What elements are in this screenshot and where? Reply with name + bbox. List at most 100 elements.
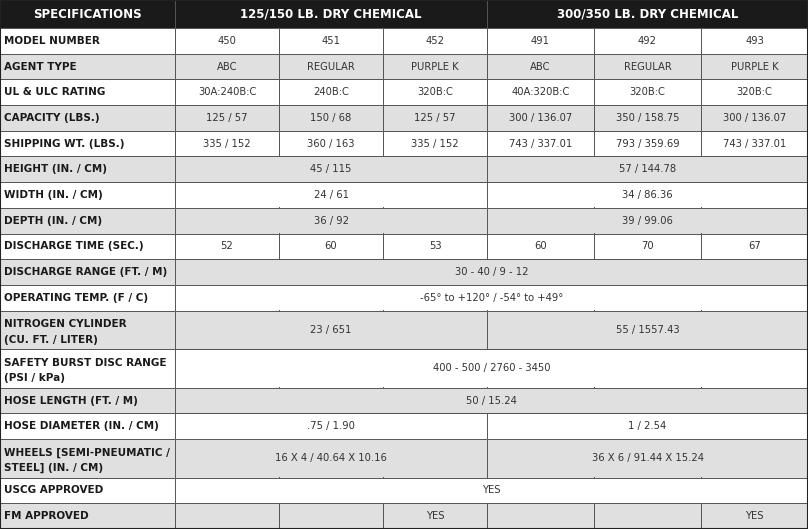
Bar	[487, 503, 594, 529]
Text: 50 / 15.24: 50 / 15.24	[466, 396, 517, 406]
Bar	[175, 208, 487, 233]
Bar	[175, 182, 279, 208]
Text: 493: 493	[745, 36, 764, 46]
Bar	[0, 182, 175, 208]
Bar	[487, 157, 808, 182]
Bar	[701, 285, 808, 311]
Bar	[594, 311, 701, 349]
Bar	[383, 503, 487, 529]
Text: 451: 451	[322, 36, 340, 46]
Bar	[175, 79, 279, 105]
Bar	[175, 285, 808, 311]
Bar	[279, 157, 383, 182]
Bar	[279, 233, 383, 259]
Text: 125/150 LB. DRY CHEMICAL: 125/150 LB. DRY CHEMICAL	[240, 7, 422, 21]
Text: YES: YES	[426, 511, 444, 521]
Bar	[487, 478, 594, 503]
Bar	[701, 157, 808, 182]
Text: 70: 70	[642, 241, 654, 251]
Bar	[279, 285, 383, 311]
Bar	[175, 259, 808, 285]
Text: ABC: ABC	[217, 61, 238, 71]
Bar	[594, 79, 701, 105]
Text: 60: 60	[534, 241, 547, 251]
Bar	[175, 311, 279, 349]
Bar	[594, 28, 701, 53]
Text: OPERATING TEMP. (F / C): OPERATING TEMP. (F / C)	[4, 293, 148, 303]
Text: 30 - 40 / 9 - 12: 30 - 40 / 9 - 12	[455, 267, 528, 277]
Bar	[175, 259, 279, 285]
Bar	[175, 478, 808, 503]
Bar	[487, 413, 594, 439]
Bar	[175, 260, 808, 285]
Text: USCG APPROVED: USCG APPROVED	[4, 486, 103, 496]
Bar	[175, 311, 487, 349]
Text: HOSE LENGTH (FT. / M): HOSE LENGTH (FT. / M)	[4, 396, 138, 406]
Bar	[383, 439, 487, 478]
Bar	[279, 439, 383, 478]
Text: (CU. FT. / LITER): (CU. FT. / LITER)	[4, 335, 98, 344]
Bar	[175, 503, 279, 529]
Bar	[175, 131, 279, 157]
Bar	[594, 413, 701, 439]
Text: NITROGEN CYLINDER: NITROGEN CYLINDER	[4, 320, 127, 330]
Bar	[594, 131, 701, 157]
Bar	[0, 349, 175, 388]
Bar	[175, 53, 279, 79]
Text: FM APPROVED: FM APPROVED	[4, 511, 89, 521]
Bar	[487, 53, 594, 79]
Bar	[701, 105, 808, 131]
Bar	[175, 157, 279, 182]
Text: PURPLE K: PURPLE K	[730, 61, 778, 71]
Bar	[383, 388, 487, 413]
Bar	[175, 208, 486, 233]
Bar	[701, 79, 808, 105]
Bar	[701, 208, 808, 233]
Bar	[175, 478, 808, 503]
Text: 60: 60	[325, 241, 337, 251]
Bar	[0, 233, 175, 259]
Bar	[0, 131, 175, 157]
Text: 300 / 136.07: 300 / 136.07	[509, 113, 572, 123]
Bar	[594, 53, 701, 79]
Bar	[701, 259, 808, 285]
Bar	[279, 478, 383, 503]
Bar	[594, 182, 701, 208]
Bar	[383, 285, 487, 311]
Bar	[175, 349, 279, 388]
Bar	[594, 478, 701, 503]
Bar	[175, 285, 279, 311]
Text: 67: 67	[748, 241, 761, 251]
Text: PURPLE K: PURPLE K	[411, 61, 459, 71]
Bar	[487, 182, 594, 208]
Text: 793 / 359.69: 793 / 359.69	[616, 139, 680, 149]
Text: ABC: ABC	[530, 61, 551, 71]
Text: WHEELS [SEMI-PNEUMATIC /: WHEELS [SEMI-PNEUMATIC /	[4, 448, 170, 458]
Bar	[175, 440, 486, 477]
Bar	[487, 349, 594, 388]
Bar	[0, 0, 175, 28]
Bar	[0, 478, 175, 503]
Text: 53: 53	[429, 241, 441, 251]
Bar	[487, 439, 808, 478]
Text: 360 / 163: 360 / 163	[307, 139, 355, 149]
Bar	[175, 157, 487, 182]
Bar	[0, 105, 175, 131]
Bar	[175, 388, 808, 413]
Bar	[175, 208, 279, 233]
Bar	[701, 439, 808, 478]
Bar	[279, 503, 383, 529]
Bar	[383, 79, 487, 105]
Text: 36 X 6 / 91.44 X 15.24: 36 X 6 / 91.44 X 15.24	[591, 453, 704, 463]
Bar	[487, 157, 808, 182]
Bar	[175, 311, 486, 349]
Bar	[701, 388, 808, 413]
Text: HEIGHT (IN. / CM): HEIGHT (IN. / CM)	[4, 165, 107, 175]
Bar	[487, 233, 594, 259]
Text: HOSE DIAMETER (IN. / CM): HOSE DIAMETER (IN. / CM)	[4, 421, 159, 431]
Text: 240B:C: 240B:C	[313, 87, 349, 97]
Text: DEPTH (IN. / CM): DEPTH (IN. / CM)	[4, 216, 102, 226]
Bar	[0, 311, 175, 349]
Bar	[383, 53, 487, 79]
Bar	[279, 28, 383, 53]
